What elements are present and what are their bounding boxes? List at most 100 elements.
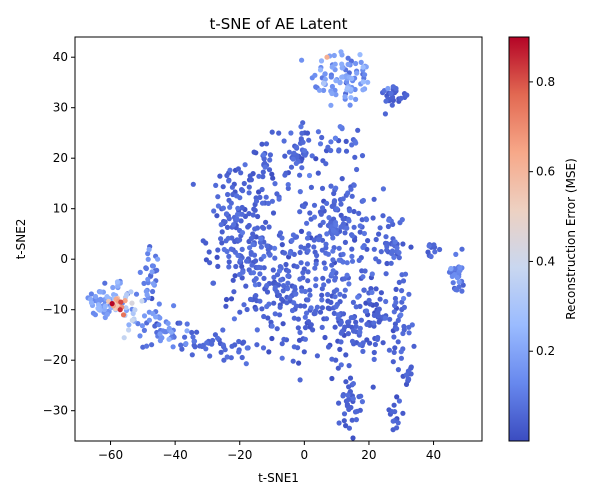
scatter-point [141, 327, 147, 333]
scatter-point [342, 287, 348, 293]
scatter-point [287, 295, 293, 301]
scatter-point [321, 282, 327, 288]
scatter-point [250, 231, 256, 237]
scatter-point [336, 257, 342, 263]
scatter-point [247, 173, 253, 179]
scatter-point [349, 193, 355, 199]
scatter-point [183, 341, 189, 347]
scatter-point [437, 246, 443, 253]
scatter-point [92, 293, 99, 300]
scatter-point [305, 297, 311, 303]
scatter-point [328, 147, 334, 154]
scatter-point [294, 264, 300, 270]
x-tick-label: −60 [98, 448, 123, 462]
scatter-point [359, 153, 366, 159]
scatter-point [388, 260, 394, 266]
scatter-point [239, 354, 245, 361]
scatter-point [215, 203, 221, 209]
scatter-point [391, 402, 397, 408]
scatter-point [307, 287, 313, 293]
scatter-point [215, 263, 221, 269]
scatter-point [431, 242, 437, 248]
scatter-point [304, 235, 311, 241]
scatter-point [336, 245, 342, 251]
scatter-point [396, 398, 402, 404]
scatter-point [192, 344, 198, 350]
x-axis: −60 −40 −20 0 20 40 [98, 441, 441, 462]
scatter-point [325, 344, 332, 350]
scatter-point [178, 342, 184, 348]
scatter-point [373, 286, 379, 292]
scatter-point [332, 324, 338, 330]
scatter-point [302, 152, 308, 158]
scatter-point [377, 296, 383, 302]
scatter-point [251, 149, 257, 155]
scatter-point [250, 212, 256, 218]
scatter-point [396, 250, 402, 256]
scatter-point [217, 173, 223, 179]
scatter-point [383, 271, 389, 277]
scatter-point [360, 244, 366, 250]
scatter-point [374, 336, 380, 342]
scatter-point [319, 185, 326, 191]
scatter-point [339, 65, 345, 71]
y-axis-label: t-SNE2 [14, 219, 28, 260]
scatter-point [389, 248, 396, 254]
scatter-point [314, 252, 320, 259]
scatter-point [380, 213, 386, 219]
scatter-point [360, 64, 366, 70]
scatter-point [401, 323, 407, 330]
scatter-point [233, 193, 240, 199]
scatter-point [276, 196, 282, 202]
scatter-point [270, 267, 276, 273]
scatter-point [448, 265, 454, 272]
scatter-point [346, 281, 352, 287]
scatter-point [252, 226, 258, 232]
scatter-point [330, 235, 336, 241]
scatter-point [346, 218, 352, 224]
scatter-point [327, 306, 333, 312]
scatter-point [323, 316, 330, 322]
scatter-point [333, 92, 339, 98]
scatter-point [324, 54, 330, 60]
scatter-point [344, 225, 350, 231]
scatter-point [203, 346, 209, 352]
scatter-point [328, 299, 334, 305]
scatter-point [155, 256, 161, 262]
scatter-point [191, 338, 198, 344]
scatter-point [399, 288, 405, 294]
scatter-point [315, 129, 321, 135]
scatter-point [246, 222, 252, 229]
scatter-point [129, 300, 135, 306]
scatter-point [128, 289, 134, 295]
scatter-point [313, 156, 319, 162]
y-tick-label: 0 [60, 252, 68, 266]
scatter-point [141, 280, 147, 286]
scatter-point [289, 307, 296, 314]
scatter-point [409, 322, 415, 328]
scatter-point [370, 384, 376, 390]
scatter-point [237, 271, 243, 278]
scatter-point [269, 198, 275, 204]
scatter-point [250, 270, 257, 276]
scatter-point [98, 289, 104, 295]
scatter-point [336, 420, 342, 426]
scatter-point [322, 71, 328, 77]
scatter-point [341, 418, 347, 424]
scatter-point [235, 252, 241, 258]
scatter-point [241, 180, 247, 187]
scatter-point [152, 323, 158, 329]
plot-frame [74, 36, 483, 442]
scatter-point [215, 247, 221, 253]
scatter-point [261, 275, 267, 281]
scatter-point [349, 338, 356, 344]
scatter-point [334, 287, 340, 293]
scatter-point [215, 194, 221, 200]
scatter-point [319, 205, 326, 211]
scatter-point [179, 346, 185, 352]
scatter-point [383, 234, 389, 240]
scatter-point [382, 315, 388, 321]
scatter-point [357, 342, 363, 348]
scatter-point [229, 184, 235, 190]
